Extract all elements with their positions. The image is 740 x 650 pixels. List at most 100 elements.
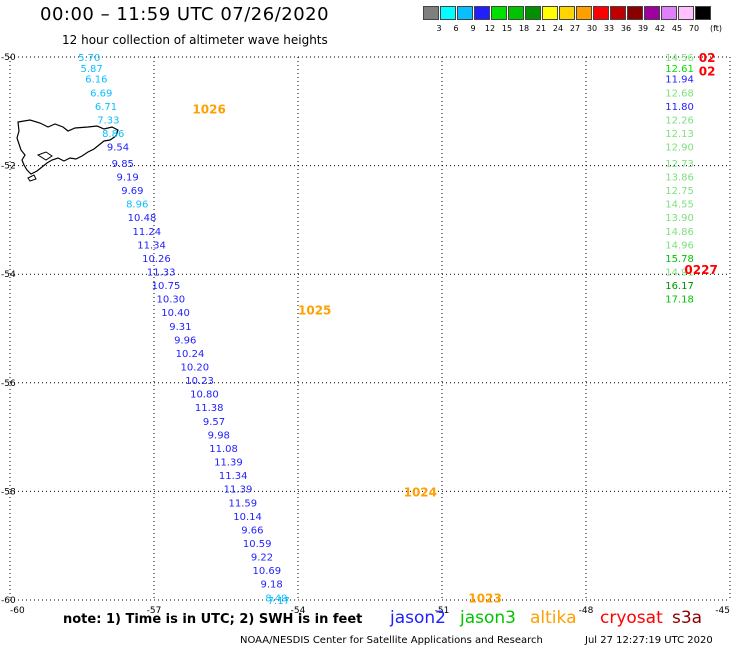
jason2-wave-height: 9.57 — [203, 417, 225, 428]
jason2-wave-height: 9.66 — [241, 525, 263, 536]
jason2-wave-height: 11.33 — [147, 267, 176, 278]
jason2-wave-height: 11.59 — [228, 498, 257, 509]
jason2-wave-height: 11.39 — [214, 458, 243, 469]
pass-label: 1025 — [298, 303, 331, 317]
jason2-wave-height: 11.39 — [224, 485, 253, 496]
jason2-wave-height: 6.71 — [95, 102, 117, 113]
jason2-wave-height: 7.33 — [97, 115, 119, 126]
satellite-cryosat: cryosat — [600, 608, 663, 628]
satellite-altika: altika — [530, 608, 577, 628]
jason2-wave-height: 10.48 — [128, 213, 157, 224]
x-tick-label: -45 — [715, 606, 730, 616]
legend-swatch — [627, 6, 643, 20]
small-island — [27, 174, 37, 182]
legend-unit: (ft) — [710, 24, 723, 33]
jason2-wave-height: 11.24 — [132, 227, 161, 238]
jason2-wave-height: 11.34 — [219, 471, 248, 482]
jason3-wave-height: 16.17 — [665, 281, 694, 292]
footer-note: note: 1) Time is in UTC; 2) SWH is in fe… — [63, 612, 363, 627]
legend-label: 9 — [470, 24, 476, 33]
jason2-wave-height: 9.18 — [260, 580, 282, 591]
legend-label: 18 — [518, 24, 530, 33]
generated-timestamp: Jul 27 12:27:19 UTC 2020 — [585, 635, 713, 646]
jason2-wave-height: 6.69 — [90, 88, 112, 99]
pass-label: 1024 — [404, 485, 437, 499]
legend-label: 24 — [552, 24, 564, 33]
legend-swatch — [474, 6, 490, 20]
jason3-wave-height: 12.68 — [665, 88, 694, 99]
island-inlet — [36, 151, 53, 161]
jason3-wave-height: 12.73 — [665, 159, 694, 170]
page-title: 00:00 – 11:59 UTC 07/26/2020 — [40, 4, 330, 25]
x-tick-label: -51 — [435, 606, 450, 616]
x-tick-label: -54 — [291, 606, 306, 616]
legend-label: 12 — [484, 24, 496, 33]
legend-label: 27 — [569, 24, 581, 33]
jason2-wave-height: 9.19 — [116, 172, 138, 183]
jason2-wave-height: 11.08 — [209, 444, 238, 455]
jason3-wave-height: 17.18 — [665, 295, 694, 306]
y-tick-label: -50 — [1, 53, 16, 63]
legend-label: 15 — [501, 24, 513, 33]
jason3-wave-height: 14.55 — [665, 200, 694, 211]
jason2-wave-height: 5.87 — [80, 64, 102, 75]
jason2-wave-height: 9.54 — [107, 143, 129, 154]
jason3-wave-height: 15.78 — [665, 254, 694, 265]
jason2-wave-height: 10.30 — [156, 295, 185, 306]
jason2-wave-height: 6.16 — [85, 75, 107, 86]
pass-label: 02 — [699, 65, 716, 79]
pass-label: 1026 — [192, 103, 225, 117]
falkland-islands-coastline — [16, 119, 119, 175]
jason2-wave-height: 10.40 — [161, 308, 190, 319]
jason3-wave-height: 12.90 — [665, 143, 694, 154]
y-tick-label: -60 — [1, 596, 16, 606]
jason3-wave-height: 13.90 — [665, 213, 694, 224]
pass-label: 1023 — [468, 591, 501, 605]
jason2-wave-height: 10.80 — [190, 390, 219, 401]
jason2-wave-height: 9.85 — [112, 159, 134, 170]
jason2-wave-height: 9.96 — [174, 335, 196, 346]
credit-line: NOAA/NESDIS Center for Satellite Applica… — [240, 635, 543, 646]
legend-swatch — [457, 6, 473, 20]
jason2-wave-height: 10.69 — [252, 566, 281, 577]
jason3-wave-height: 13.86 — [665, 172, 694, 183]
legend-swatch — [678, 6, 694, 20]
jason3-wave-height: 12.26 — [665, 115, 694, 126]
jason2-wave-height: 10.23 — [185, 376, 214, 387]
legend-label: 70 — [688, 24, 700, 33]
jason3-wave-height: 14.96 — [665, 240, 694, 251]
legend-swatch — [525, 6, 541, 20]
legend-swatch — [440, 6, 456, 20]
jason3-wave-height: 12.61 — [665, 64, 694, 75]
legend-swatch — [508, 6, 524, 20]
jason2-wave-height: 9.69 — [121, 186, 143, 197]
legend-label: 33 — [603, 24, 615, 33]
y-tick-label: -54 — [1, 270, 16, 280]
legend-swatch — [644, 6, 660, 20]
jason2-wave-height: 9.31 — [169, 322, 191, 333]
jason3-wave-height: 11.80 — [665, 102, 694, 113]
legend-label: 6 — [453, 24, 459, 33]
legend-label: 45 — [671, 24, 683, 33]
jason2-wave-height: 11.38 — [195, 403, 224, 414]
satellite-jason3: jason3 — [460, 608, 516, 628]
jason2-wave-height: 10.20 — [180, 363, 209, 374]
legend-swatch — [593, 6, 609, 20]
jason3-wave-height: 14.56 — [665, 53, 694, 64]
legend-swatch — [661, 6, 677, 20]
legend-label: 39 — [637, 24, 649, 33]
x-tick-label: -57 — [147, 606, 162, 616]
jason2-wave-height: 5.70 — [78, 53, 100, 64]
legend-label: 21 — [535, 24, 547, 33]
jason2-wave-height: 8.49 — [265, 593, 287, 604]
jason2-wave-height: 10.14 — [233, 512, 262, 523]
legend-swatch — [491, 6, 507, 20]
jason2-wave-height: 8.86 — [102, 129, 124, 140]
y-tick-label: -56 — [1, 379, 16, 389]
legend-swatch — [542, 6, 558, 20]
legend-swatch — [610, 6, 626, 20]
legend-label: 30 — [586, 24, 598, 33]
jason2-wave-height: 9.22 — [251, 553, 273, 564]
jason2-wave-height: 10.24 — [176, 349, 205, 360]
